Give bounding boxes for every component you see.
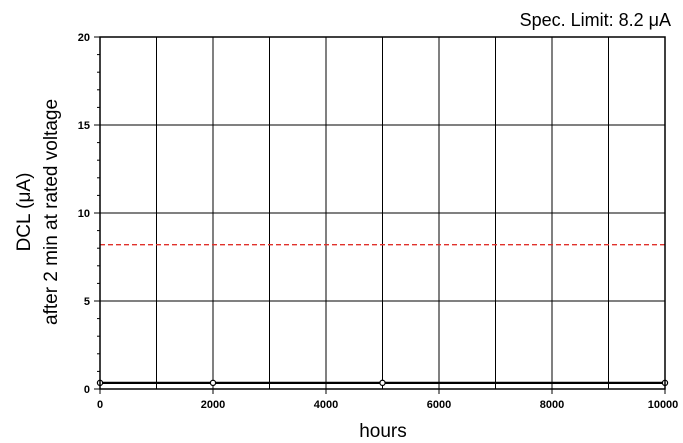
y-tick-label: 5 [84, 296, 90, 308]
x-tick-label: 6000 [427, 399, 451, 411]
spec-limit-label: Spec. Limit: 8.2 μA [520, 10, 671, 30]
data-point [379, 379, 386, 387]
x-tick-label: 2000 [201, 399, 225, 411]
data-point [209, 379, 217, 387]
x-tick-label: 0 [97, 399, 103, 411]
y-tick-label: 15 [78, 120, 90, 132]
grid-lines [100, 37, 665, 389]
y-tick-label: 0 [84, 384, 90, 396]
x-axis-title: hours [359, 421, 407, 442]
y-tick-label: 20 [78, 32, 90, 44]
ticks [94, 36, 666, 394]
y-axis-title-line-2: after 2 min at rated voltage [41, 99, 62, 325]
x-tick-label: 10000 [648, 399, 679, 411]
data-series [96, 379, 669, 387]
y-axis-title-line-1: DCL (μA) [14, 173, 35, 252]
x-tick-label: 4000 [314, 399, 338, 411]
tick-labels: 0 5 10 15 20 0 2000 4000 6000 8000 10000 [78, 32, 679, 411]
y-tick-label: 10 [78, 208, 90, 220]
x-tick-label: 8000 [540, 399, 564, 411]
